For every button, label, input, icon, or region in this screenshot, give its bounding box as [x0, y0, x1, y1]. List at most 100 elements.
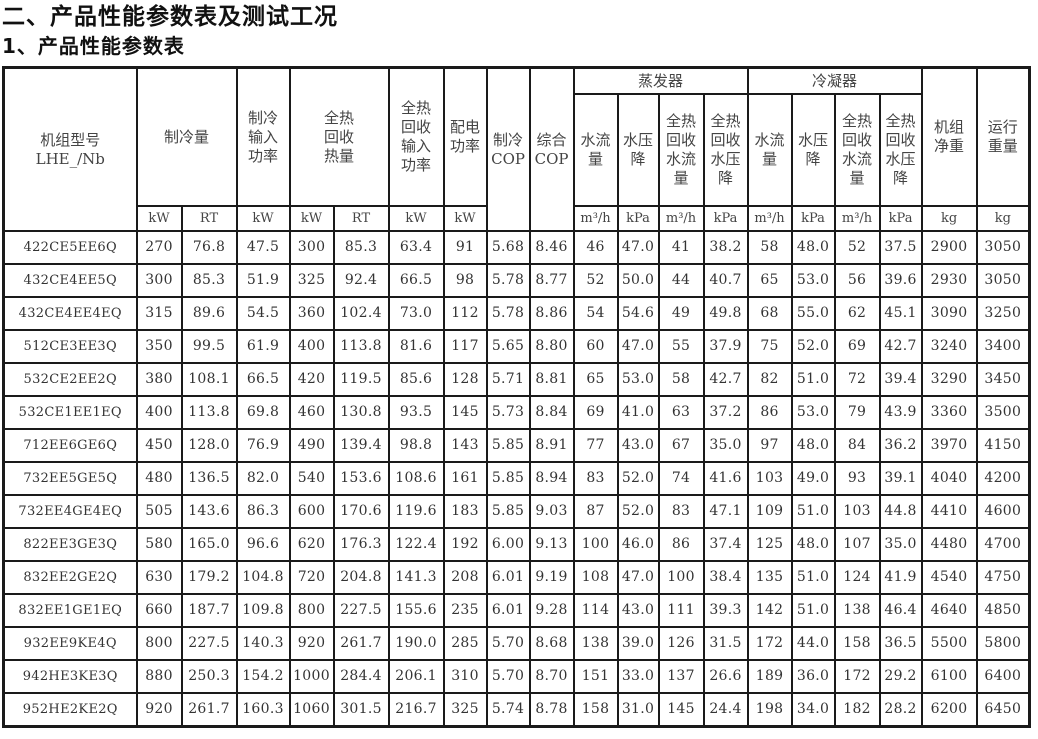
- value-cell: 160.3: [235, 692, 291, 728]
- value-cell: 86: [746, 395, 793, 430]
- value-cell: 119.6: [387, 494, 445, 529]
- value-cell: 79: [833, 395, 881, 430]
- value-cell: 420: [288, 362, 335, 397]
- value-cell: 2930: [920, 263, 978, 298]
- value-cell: 72: [833, 362, 881, 397]
- value-cell: 138: [833, 593, 881, 628]
- header-net-weight: 机组 净重: [920, 66, 978, 207]
- header-cooling-cop: 制冷 COP: [485, 66, 531, 232]
- value-cell: 4200: [975, 461, 1031, 496]
- value-cell: 112: [442, 296, 488, 331]
- value-cell: 73.0: [387, 296, 445, 331]
- value-cell: 83: [572, 461, 619, 496]
- value-cell: 920: [288, 626, 335, 661]
- value-cell: 102.4: [332, 296, 390, 331]
- unit-cell: RT: [180, 205, 238, 232]
- value-cell: 53.0: [616, 362, 660, 397]
- value-cell: 98: [442, 263, 488, 298]
- value-cell: 130.8: [332, 395, 390, 430]
- value-cell: 325: [288, 263, 335, 298]
- value-cell: 620: [288, 527, 335, 562]
- value-cell: 6400: [975, 659, 1031, 694]
- value-cell: 5.74: [485, 692, 531, 728]
- value-cell: 68: [746, 296, 793, 331]
- value-cell: 54.5: [235, 296, 291, 331]
- value-cell: 41.0: [616, 395, 660, 430]
- value-cell: 52.0: [616, 494, 660, 529]
- model-cell: 422CE5EE6Q: [2, 230, 138, 265]
- value-cell: 65: [746, 263, 793, 298]
- value-cell: 122.4: [387, 527, 445, 562]
- value-cell: 103: [746, 461, 793, 496]
- value-cell: 6200: [920, 692, 978, 728]
- value-cell: 8.46: [528, 230, 575, 265]
- value-cell: 52.0: [616, 461, 660, 496]
- model-cell: 832EE2GE2Q: [2, 560, 138, 595]
- value-cell: 119.5: [332, 362, 390, 397]
- value-cell: 8.77: [528, 263, 575, 298]
- value-cell: 48.0: [790, 527, 836, 562]
- value-cell: 300: [288, 230, 335, 265]
- value-cell: 113.8: [332, 329, 390, 364]
- value-cell: 315: [135, 296, 183, 331]
- value-cell: 179.2: [180, 560, 238, 595]
- value-cell: 39.0: [616, 626, 660, 661]
- value-cell: 51.9: [235, 263, 291, 298]
- value-cell: 52: [572, 263, 619, 298]
- unit-cell: RT: [332, 205, 390, 232]
- value-cell: 44.8: [878, 494, 923, 529]
- value-cell: 176.3: [332, 527, 390, 562]
- value-cell: 49.0: [790, 461, 836, 496]
- table-row: 532CE2EE2Q 380 108.1 66.5 420 119.5 85.6 128 5.7…: [2, 362, 1031, 397]
- value-cell: 135: [746, 560, 793, 595]
- value-cell: 51.0: [790, 494, 836, 529]
- value-cell: 49.8: [702, 296, 749, 331]
- value-cell: 31.5: [702, 626, 749, 661]
- header-overall-cop: 综合 COP: [528, 66, 575, 232]
- value-cell: 505: [135, 494, 183, 529]
- value-cell: 143.6: [180, 494, 238, 529]
- header-evap-water-flow: 水流 量: [572, 93, 619, 207]
- value-cell: 8.84: [528, 395, 575, 430]
- value-cell: 5.73: [485, 395, 531, 430]
- unit-cell: kW: [235, 205, 291, 232]
- value-cell: 301.5: [332, 692, 390, 728]
- value-cell: 172: [746, 626, 793, 661]
- value-cell: 8.94: [528, 461, 575, 496]
- value-cell: 38.2: [702, 230, 749, 265]
- value-cell: 56: [833, 263, 881, 298]
- value-cell: 3400: [975, 329, 1031, 364]
- value-cell: 204.8: [332, 560, 390, 595]
- value-cell: 54: [572, 296, 619, 331]
- value-cell: 5.78: [485, 296, 531, 331]
- value-cell: 124: [833, 560, 881, 595]
- value-cell: 5.70: [485, 659, 531, 694]
- value-cell: 5.78: [485, 263, 531, 298]
- value-cell: 8.80: [528, 329, 575, 364]
- value-cell: 216.7: [387, 692, 445, 728]
- value-cell: 66.5: [387, 263, 445, 298]
- value-cell: 8.91: [528, 428, 575, 463]
- value-cell: 58: [657, 362, 705, 397]
- value-cell: 109.8: [235, 593, 291, 628]
- value-cell: 99.5: [180, 329, 238, 364]
- value-cell: 100: [657, 560, 705, 595]
- value-cell: 53.0: [790, 263, 836, 298]
- header-evap-hr-water-flow: 全热 回收 水流 量: [657, 93, 705, 207]
- value-cell: 400: [288, 329, 335, 364]
- value-cell: 60: [572, 329, 619, 364]
- value-cell: 143: [442, 428, 488, 463]
- value-cell: 86: [657, 527, 705, 562]
- model-cell: 832EE1GE1EQ: [2, 593, 138, 628]
- value-cell: 47.1: [702, 494, 749, 529]
- value-cell: 4040: [920, 461, 978, 496]
- value-cell: 36.5: [878, 626, 923, 661]
- value-cell: 360: [288, 296, 335, 331]
- value-cell: 44.0: [790, 626, 836, 661]
- header-heat-recovery-input: 全热 回收 输入 功率: [387, 66, 445, 207]
- value-cell: 192: [442, 527, 488, 562]
- value-cell: 800: [288, 593, 335, 628]
- value-cell: 58: [746, 230, 793, 265]
- value-cell: 172: [833, 659, 881, 694]
- value-cell: 89.6: [180, 296, 238, 331]
